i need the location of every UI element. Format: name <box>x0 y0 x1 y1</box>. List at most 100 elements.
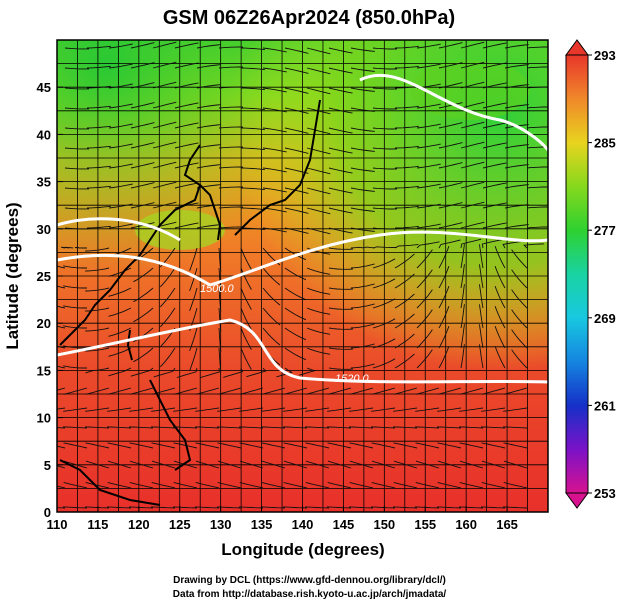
streamline <box>151 442 176 449</box>
streamline <box>86 225 111 229</box>
streamline <box>261 442 286 449</box>
streamline <box>459 442 484 449</box>
streamline <box>108 347 132 357</box>
streamline <box>130 82 155 89</box>
streamline <box>327 481 352 489</box>
streamline <box>57 507 66 509</box>
streamline <box>416 249 433 269</box>
streamline <box>494 346 506 369</box>
plot-area: 1500.0 1520.0 <box>57 40 548 512</box>
streamline <box>262 167 287 173</box>
streamline <box>328 127 353 134</box>
streamline <box>481 442 506 449</box>
streamline <box>130 142 155 149</box>
streamline <box>437 481 462 489</box>
streamline <box>327 387 352 395</box>
streamline <box>392 426 418 429</box>
streamline <box>306 207 331 215</box>
streamline <box>283 460 308 469</box>
streamline <box>438 286 450 309</box>
streamline <box>74 247 87 249</box>
y-tick-label: 25 <box>37 269 51 284</box>
streamline <box>284 47 309 54</box>
streamline <box>460 238 482 249</box>
streamline <box>416 143 441 149</box>
streamline <box>195 442 220 449</box>
streamline <box>199 367 220 379</box>
streamline <box>152 181 177 189</box>
streamline <box>460 284 465 309</box>
streamline <box>261 481 286 489</box>
streamline <box>437 460 462 469</box>
streamline <box>283 442 308 449</box>
streamline <box>306 87 331 95</box>
streamline <box>284 267 307 281</box>
streamline <box>328 287 353 290</box>
streamline <box>482 62 507 69</box>
streamline <box>86 85 111 89</box>
streamline <box>57 265 66 269</box>
streamline <box>372 167 398 170</box>
streamline <box>306 167 331 175</box>
streamline <box>261 407 286 412</box>
streamline <box>511 309 528 329</box>
streamline <box>394 225 419 229</box>
streamline <box>394 273 415 289</box>
streamline <box>240 187 265 191</box>
streamline <box>238 426 264 429</box>
streamline <box>438 102 463 109</box>
streamline <box>349 387 374 395</box>
colorbar-tick-label: 277 <box>594 223 616 238</box>
cool-patch-north-pacific <box>410 60 530 120</box>
streamline <box>217 387 242 395</box>
streamline <box>371 407 396 412</box>
streamline <box>494 246 506 269</box>
streamline <box>284 107 309 114</box>
streamline <box>328 107 353 114</box>
streamline <box>63 305 87 309</box>
streamline <box>327 442 352 449</box>
streamline <box>196 224 221 229</box>
streamline <box>195 407 220 412</box>
streamline <box>372 258 396 269</box>
x-tick-label: 130 <box>210 517 232 532</box>
streamline <box>306 187 331 195</box>
streamline <box>416 123 441 129</box>
streamline <box>63 365 87 369</box>
streamline <box>85 287 110 292</box>
streamline <box>217 442 242 449</box>
wind-streamlines <box>57 41 548 509</box>
streamline <box>460 324 465 349</box>
streamline <box>133 247 154 263</box>
streamline <box>174 62 199 69</box>
streamline <box>438 82 463 89</box>
streamline <box>350 343 375 349</box>
streamline <box>218 247 222 272</box>
streamline <box>217 481 242 489</box>
streamline <box>262 107 287 113</box>
streamline <box>370 506 396 509</box>
streamline <box>503 442 528 449</box>
streamline <box>394 45 419 49</box>
streamline <box>511 249 528 269</box>
streamline <box>481 460 506 469</box>
streamline <box>150 506 176 509</box>
streamline <box>350 47 375 52</box>
streamline <box>416 241 440 249</box>
streamline <box>108 307 132 317</box>
streamline <box>108 83 133 89</box>
streamline <box>84 426 110 429</box>
korean-peninsula <box>199 184 222 241</box>
streamline <box>218 66 244 69</box>
streamline <box>436 426 462 429</box>
streamline <box>262 287 281 306</box>
y-tick-label: 15 <box>37 363 51 378</box>
streamline <box>372 278 396 289</box>
streamline <box>503 387 528 395</box>
streamline <box>63 481 88 489</box>
streamline <box>262 227 287 233</box>
streamline <box>159 287 176 308</box>
streamline <box>436 506 462 509</box>
streamline <box>63 407 88 412</box>
streamline <box>239 460 264 469</box>
